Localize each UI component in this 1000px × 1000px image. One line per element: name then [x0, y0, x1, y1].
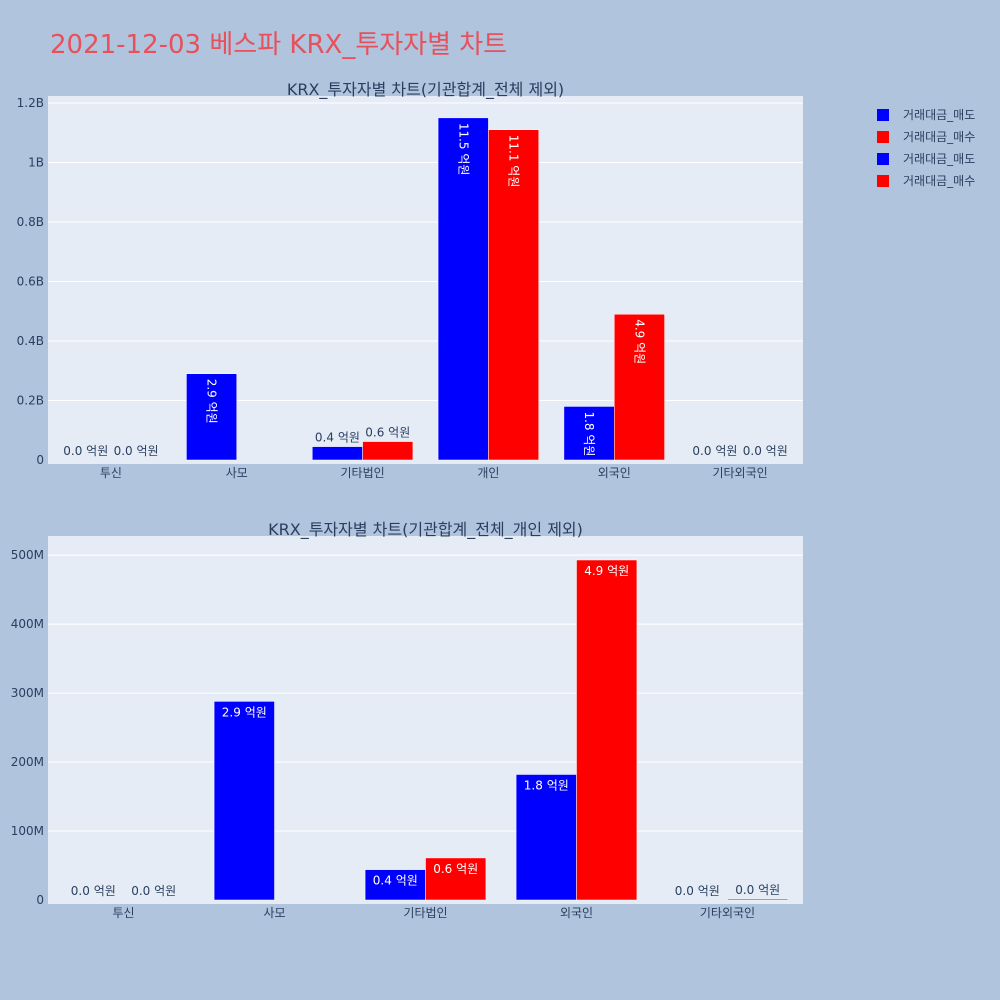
- x-tick-label: 기타법인: [340, 466, 384, 480]
- y-tick-label: 1.2B: [17, 96, 44, 110]
- data-label: 1.8 억원: [582, 411, 596, 456]
- bar: [186, 373, 238, 461]
- x-tick-label: 기타외국인: [712, 466, 767, 480]
- data-label: 4.9 억원: [632, 319, 646, 364]
- bar: [213, 701, 275, 901]
- bar: [364, 869, 426, 901]
- y-tick-label: 100M: [11, 824, 44, 838]
- y-tick-label: 0: [36, 453, 44, 467]
- data-label: 4.9 억원: [584, 564, 629, 578]
- bar: [576, 559, 638, 901]
- plot-area: [48, 96, 803, 464]
- x-tick-label: 외국인: [560, 906, 593, 920]
- data-label: 11.5 억원: [456, 123, 470, 176]
- legend-item-label[interactable]: 거래대금_매수: [903, 174, 975, 188]
- data-label: 0.4 억원: [373, 874, 418, 888]
- data-label: 0.6 억원: [433, 862, 478, 876]
- chart-2: 0 100M 200M 300M 400M 500M KRX_투자자별 차트(기관합계_전체…: [11, 520, 803, 920]
- plot-area: [48, 536, 803, 904]
- data-label: 0.0 억원: [71, 884, 116, 898]
- y-tick-label: 0.6B: [17, 274, 44, 288]
- bar: [425, 857, 487, 901]
- legend-item-label[interactable]: 거래대금_매수: [903, 130, 975, 144]
- data-label: 0.0 억원: [675, 884, 720, 898]
- bar: [488, 129, 539, 461]
- y-tick-label: 0.2B: [17, 393, 44, 407]
- x-tick-label: 투신: [100, 466, 122, 480]
- x-tick-label: 투신: [112, 906, 134, 920]
- y-tick-label: 200M: [11, 755, 44, 769]
- bar: [614, 313, 665, 461]
- page-title: 2021-12-03 베스파 KRX_투자자별 차트: [50, 30, 508, 60]
- chart-1: 0 0.2B 0.4B 0.6B 0.8B 1B 1.2B KRX_투자자별 차트(기관합계_…: [17, 80, 803, 480]
- y-tick-label: 0: [36, 893, 44, 907]
- x-tick-label: 사모: [226, 466, 248, 480]
- data-label: 0.0 억원: [114, 444, 159, 458]
- x-tick-label: 개인: [477, 466, 499, 480]
- legend-swatch[interactable]: [877, 175, 889, 187]
- data-label: 0.0 억원: [735, 883, 780, 897]
- x-tick-label: 기타외국인: [700, 906, 755, 920]
- x-tick-label: 외국인: [598, 466, 631, 480]
- data-label: 1.8 억원: [524, 778, 569, 792]
- data-label: 2.9 억원: [222, 705, 267, 719]
- data-label: 0.0 억원: [63, 444, 108, 458]
- y-tick-label: 0.4B: [17, 334, 44, 348]
- data-label: 0.0 억원: [692, 444, 737, 458]
- legend-swatch[interactable]: [877, 109, 889, 121]
- bar: [727, 898, 789, 901]
- data-label: 11.1 억원: [507, 135, 521, 188]
- legend-swatch[interactable]: [877, 153, 889, 165]
- x-tick-label: 기타법인: [403, 906, 447, 920]
- y-tick-label: 0.8B: [17, 215, 44, 229]
- y-tick-label: 1B: [28, 155, 44, 169]
- bar: [312, 446, 363, 461]
- chart-title: KRX_투자자별 차트(기관합계_전체_개인 제외): [268, 520, 583, 540]
- data-label: 0.0 억원: [743, 444, 788, 458]
- legend-item-label[interactable]: 거래대금_매도: [903, 108, 975, 122]
- y-tick-label: 400M: [11, 617, 44, 631]
- x-tick-label: 사모: [263, 906, 285, 920]
- data-label: 0.0 억원: [131, 884, 176, 898]
- bar: [563, 406, 615, 461]
- y-tick-label: 500M: [11, 548, 44, 562]
- chart-title: KRX_투자자별 차트(기관합계_전체 제외): [287, 80, 564, 100]
- legend-item-label[interactable]: 거래대금_매도: [903, 152, 975, 166]
- y-tick-label: 300M: [11, 686, 44, 700]
- data-label: 2.9 억원: [205, 379, 219, 424]
- data-label: 0.4 억원: [315, 431, 360, 445]
- bar: [362, 441, 414, 461]
- data-label: 0.6 억원: [365, 426, 410, 440]
- bar: [515, 774, 577, 901]
- bar: [437, 117, 489, 461]
- legend-swatch[interactable]: [877, 131, 889, 143]
